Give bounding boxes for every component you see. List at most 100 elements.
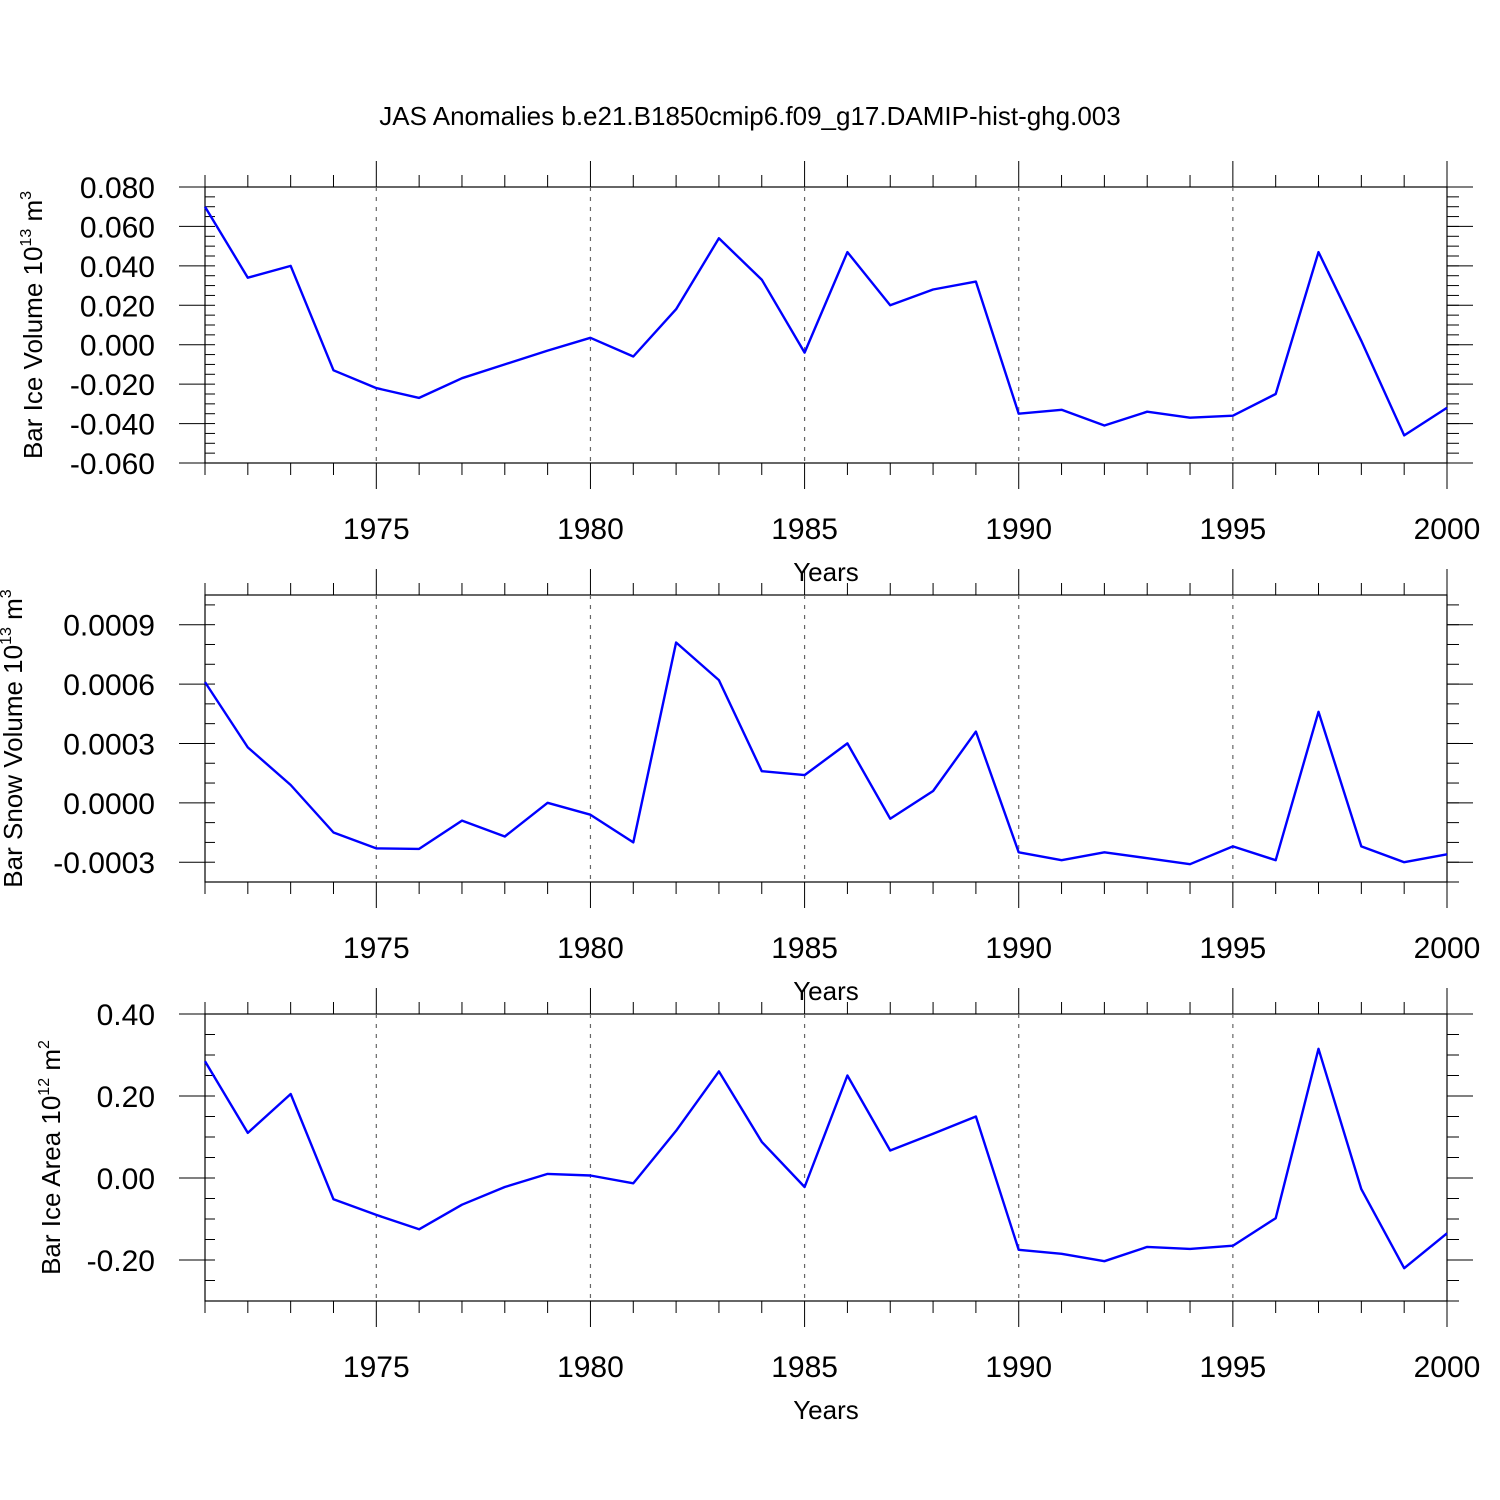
data-point-1974 xyxy=(332,1198,334,1200)
y-tick-label--0.040: -0.040 xyxy=(70,409,155,442)
data-point-1982 xyxy=(675,641,677,643)
data-point-1981 xyxy=(632,841,634,843)
data-point-1991 xyxy=(1060,1253,1062,1255)
y-tick-label-0.080: 0.080 xyxy=(80,172,155,205)
data-point-1979 xyxy=(546,1173,548,1175)
data-point-1972 xyxy=(247,746,249,748)
data-point-1977 xyxy=(461,819,463,821)
y-tick-label-0.040: 0.040 xyxy=(80,251,155,284)
data-point-1990 xyxy=(1018,1249,1020,1251)
data-point-1988 xyxy=(932,1133,934,1135)
data-point-1975 xyxy=(375,1214,377,1216)
x-tick-label-1995: 1995 xyxy=(1199,513,1266,546)
series-line-bar-ice-volume xyxy=(203,206,1448,437)
data-point-1971 xyxy=(204,1060,206,1062)
data-point-1978 xyxy=(504,363,506,365)
y-tick-label-0.060: 0.060 xyxy=(80,211,155,244)
data-point-1978 xyxy=(504,1186,506,1188)
data-point-1985 xyxy=(803,351,805,353)
y-axis-label-part: m xyxy=(0,598,28,627)
data-point-1992 xyxy=(1103,424,1105,426)
data-point-1992 xyxy=(1103,1260,1105,1262)
x-tick-label-2000: 2000 xyxy=(1414,513,1481,546)
data-point-1994 xyxy=(1189,1248,1191,1250)
x-tick-label-1990: 1990 xyxy=(985,932,1052,965)
x-axis-label: Years xyxy=(793,976,859,1006)
x-tick-label-1980: 1980 xyxy=(557,513,624,546)
data-point-1972 xyxy=(247,1132,249,1134)
chart-title: JAS Anomalies b.e21.B1850cmip6.f09_g17.D… xyxy=(379,101,1120,131)
data-point-1979 xyxy=(546,349,548,351)
data-point-1973 xyxy=(289,265,291,267)
data-point-1991 xyxy=(1060,409,1062,411)
data-point-1977 xyxy=(461,1203,463,1205)
data-point-1978 xyxy=(504,835,506,837)
data-point-1971 xyxy=(204,681,206,683)
y-axis-label-part: m xyxy=(36,1049,66,1078)
data-point-1971 xyxy=(204,206,206,208)
y-tick-label--0.0003: -0.0003 xyxy=(53,847,155,880)
ice-volume-panel: 1975 1980 1985 1990 1995 2000 0.080 0.060 0.040 0… xyxy=(18,161,1480,587)
data-point-1984 xyxy=(761,770,763,772)
x-tick-label-1975: 1975 xyxy=(343,932,410,965)
data-point-1999 xyxy=(1403,434,1405,436)
data-point-1993 xyxy=(1146,857,1148,859)
y-tick-label-0.0009: 0.0009 xyxy=(63,610,155,643)
data-point-1975 xyxy=(375,847,377,849)
data-point-1998 xyxy=(1360,340,1362,342)
data-point-1997 xyxy=(1317,1048,1319,1050)
data-point-1986 xyxy=(846,251,848,253)
data-point-1976 xyxy=(418,848,420,850)
x-tick-label-1980: 1980 xyxy=(557,932,624,965)
y-axis-label-part: 3 xyxy=(18,191,35,200)
y-tick-label-0.0000: 0.0000 xyxy=(63,788,155,821)
x-tick-label-1985: 1985 xyxy=(771,513,838,546)
x-axis-label: Years xyxy=(793,1395,859,1425)
data-point-1984 xyxy=(761,1141,763,1143)
y-axis-label-part: Bar Ice Area 10 xyxy=(36,1096,66,1275)
data-point-1987 xyxy=(889,1149,891,1151)
data-point-1988 xyxy=(932,790,934,792)
plot-frame xyxy=(204,594,1448,883)
data-point-1989 xyxy=(975,730,977,732)
data-point-1993 xyxy=(1146,411,1148,413)
data-point-1999 xyxy=(1403,861,1405,863)
data-point-1993 xyxy=(1146,1246,1148,1248)
data-point-1976 xyxy=(418,1228,420,1230)
y-axis-label-part: 12 xyxy=(36,1078,53,1096)
data-point-1982 xyxy=(675,1130,677,1132)
data-point-1998 xyxy=(1360,845,1362,847)
x-tick-label-1975: 1975 xyxy=(343,1351,410,1384)
data-point-1984 xyxy=(761,278,763,280)
y-tick-label-0.00: 0.00 xyxy=(97,1163,155,1196)
y-axis-label: Bar Snow Volume 1013 m3 xyxy=(0,589,28,888)
data-point-1992 xyxy=(1103,851,1105,853)
y-tick-label-0.40: 0.40 xyxy=(97,999,155,1032)
data-point-1983 xyxy=(718,1070,720,1072)
data-point-2000 xyxy=(1446,407,1448,409)
data-point-1983 xyxy=(718,237,720,239)
y-axis-label-part: 2 xyxy=(36,1040,53,1049)
y-axis-label: Bar Ice Area 1012 m2 xyxy=(36,1040,66,1275)
x-tick-label-2000: 2000 xyxy=(1414,1351,1481,1384)
data-point-1974 xyxy=(332,369,334,371)
y-axis-label-part: 13 xyxy=(18,229,35,247)
data-point-1995 xyxy=(1232,414,1234,416)
x-tick-label-1980: 1980 xyxy=(557,1351,624,1384)
x-tick-label-1995: 1995 xyxy=(1199,932,1266,965)
data-point-1995 xyxy=(1232,845,1234,847)
data-point-1991 xyxy=(1060,859,1062,861)
y-tick-label-0.020: 0.020 xyxy=(80,290,155,323)
x-tick-label-1985: 1985 xyxy=(771,932,838,965)
data-point-1990 xyxy=(1018,413,1020,415)
plot-frame xyxy=(204,1013,1448,1302)
y-axis-label-part: Bar Ice Volume 10 xyxy=(18,247,48,459)
data-point-1998 xyxy=(1360,1188,1362,1190)
y-tick-label-0.000: 0.000 xyxy=(80,330,155,363)
y-tick-label-0.20: 0.20 xyxy=(97,1081,155,1114)
data-point-1980 xyxy=(589,337,591,339)
data-point-1986 xyxy=(846,1074,848,1076)
plot-frame xyxy=(204,186,1448,464)
data-point-1987 xyxy=(889,817,891,819)
